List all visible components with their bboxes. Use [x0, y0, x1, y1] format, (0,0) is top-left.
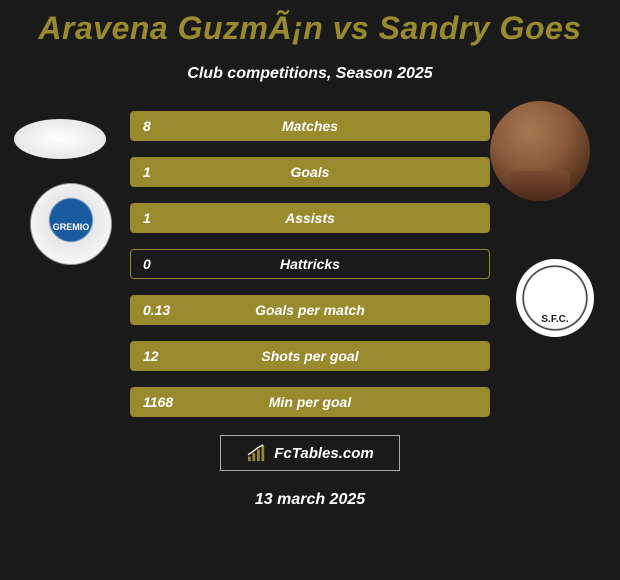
comparison-title: Aravena GuzmÃ¡n vs Sandry Goes: [0, 0, 620, 47]
player-avatar-left: [14, 119, 106, 159]
stat-label: Assists: [131, 210, 489, 226]
stat-row: 0 Hattricks: [130, 249, 490, 279]
stat-label: Hattricks: [131, 256, 489, 272]
stat-label: Matches: [131, 118, 489, 134]
fctables-logo-text: FcTables.com: [274, 445, 373, 462]
stat-row: 12 Shots per goal: [130, 341, 490, 371]
club-badge-left: [30, 183, 112, 265]
stat-label: Min per goal: [131, 394, 489, 410]
chart-icon: [246, 444, 268, 462]
player-avatar-right: [490, 101, 590, 201]
club-badge-right: [514, 257, 596, 339]
stats-container: 8 Matches 1 Goals 1 Assists 0 Hattricks …: [130, 111, 490, 417]
stat-label: Goals: [131, 164, 489, 180]
stat-row: 1 Assists: [130, 203, 490, 233]
stat-row: 1 Goals: [130, 157, 490, 187]
stat-row: 0.13 Goals per match: [130, 295, 490, 325]
stat-row: 1168 Min per goal: [130, 387, 490, 417]
content-area: 8 Matches 1 Goals 1 Assists 0 Hattricks …: [0, 111, 620, 509]
fctables-logo-box: FcTables.com: [220, 435, 400, 471]
stat-row: 8 Matches: [130, 111, 490, 141]
comparison-date: 13 march 2025: [0, 491, 620, 509]
comparison-subtitle: Club competitions, Season 2025: [0, 65, 620, 83]
stat-label: Goals per match: [131, 302, 489, 318]
stat-label: Shots per goal: [131, 348, 489, 364]
